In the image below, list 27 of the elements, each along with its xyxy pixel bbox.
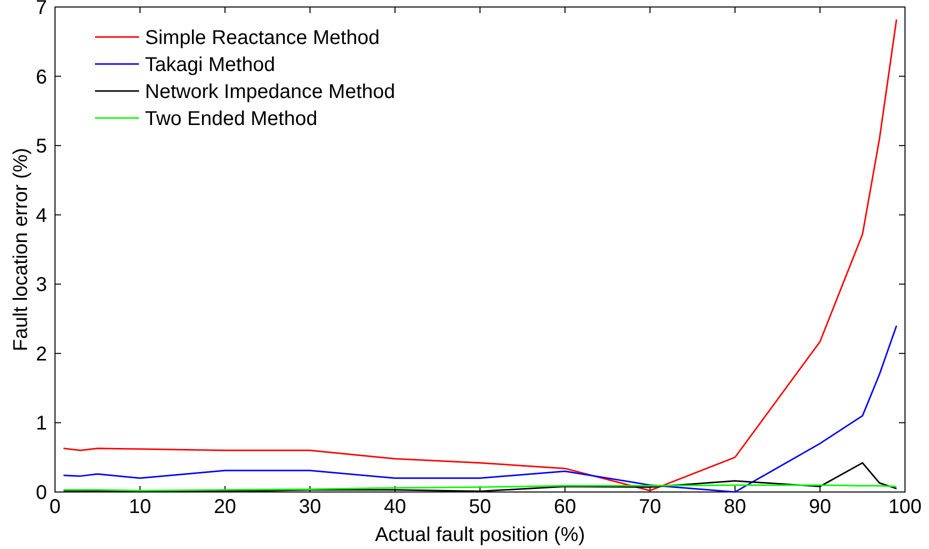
x-tick-label: 50 — [468, 496, 492, 518]
y-tick-label: 2 — [36, 343, 47, 366]
x-tick-label: 80 — [724, 496, 746, 518]
y-tick-label: 7 — [36, 0, 47, 19]
legend-label: Two Ended Method — [145, 108, 318, 130]
legend-label: Network Impedance Method — [145, 81, 396, 103]
y-tick-label: 3 — [36, 274, 47, 296]
legend-label: Takagi Method — [145, 54, 276, 76]
x-axis-title: Actual fault position (%) — [374, 524, 586, 546]
legend-label: Simple Reactance Method — [145, 27, 380, 49]
x-tick-label: 30 — [298, 496, 322, 518]
x-tick-label: 60 — [554, 496, 576, 518]
x-tick-label: 0 — [49, 496, 61, 518]
x-tick-label: 20 — [214, 496, 236, 518]
y-tick-label: 6 — [36, 66, 47, 88]
x-tick-label: 90 — [808, 496, 832, 518]
y-tick-label: 5 — [36, 136, 47, 158]
y-tick-label: 4 — [36, 204, 47, 227]
x-tick-label: 40 — [384, 496, 406, 518]
y-tick-label: 0 — [36, 482, 47, 504]
x-tick-label: 10 — [128, 496, 152, 518]
line-series — [62, 324, 898, 493]
x-tick-label: 100 — [888, 496, 922, 518]
y-axis-title: Fault location error (%) — [10, 148, 32, 352]
x-tick-label: 70 — [638, 496, 662, 518]
y-tick-label: 1 — [36, 412, 47, 435]
line-series — [62, 18, 898, 492]
